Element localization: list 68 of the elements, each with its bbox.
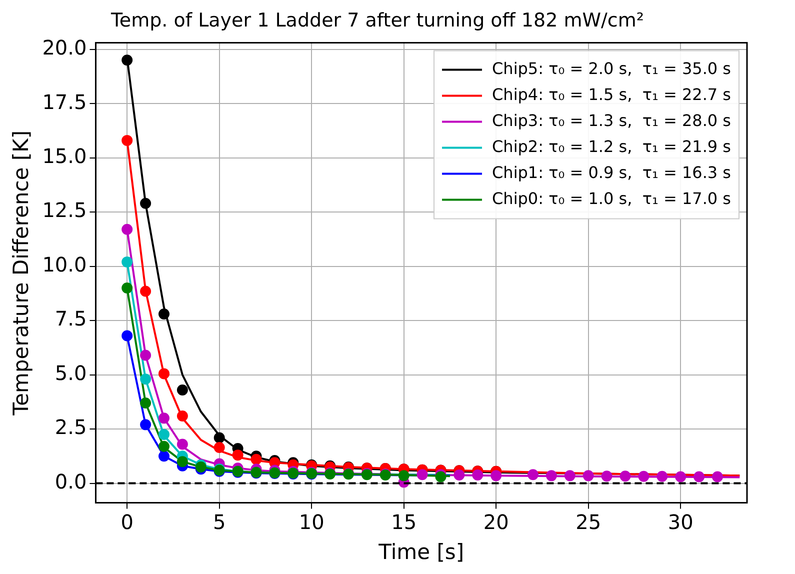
point	[454, 470, 465, 481]
point	[416, 469, 428, 480]
y-tick-label: 20.0	[42, 36, 87, 60]
point	[490, 470, 502, 482]
point	[638, 470, 650, 482]
legend-label: Chip5: τ₀ = 2.0 s, τ₁ = 35.0 s	[492, 58, 732, 78]
point	[546, 470, 557, 482]
point	[122, 54, 133, 66]
point	[176, 456, 188, 468]
point	[122, 282, 133, 294]
x-tick-label: 0	[120, 510, 134, 534]
point	[158, 368, 170, 380]
point	[140, 374, 152, 385]
chart-title: Temp. of Layer 1 Ladder 7 after turning off 182 mW/cm²	[110, 9, 644, 32]
point	[232, 450, 244, 461]
point	[620, 470, 631, 482]
point	[158, 412, 170, 424]
x-tick-label: 5	[212, 510, 226, 534]
x-tick-label: 30	[668, 510, 694, 534]
point	[195, 462, 206, 472]
y-tick-label: 10.0	[42, 252, 87, 276]
y-tick-label: 12.5	[42, 198, 87, 222]
y-tick-label: 15.0	[42, 144, 87, 168]
point	[158, 440, 170, 452]
point	[140, 286, 152, 297]
point	[158, 308, 170, 320]
point	[140, 350, 152, 361]
x-tick-label: 25	[576, 510, 602, 534]
legend-label: Chip0: τ₀ = 1.0 s, τ₁ = 17.0 s	[492, 188, 732, 208]
x-axis-title: Time [s]	[378, 540, 464, 564]
point	[582, 470, 594, 482]
point	[122, 224, 133, 235]
point	[122, 134, 133, 146]
point	[176, 438, 188, 450]
point	[527, 469, 538, 480]
point	[214, 432, 225, 444]
x-tick-label: 15	[391, 510, 417, 534]
point	[140, 198, 152, 209]
x-tick-label: 20	[483, 510, 509, 534]
legend-label: Chip3: τ₀ = 1.3 s, τ₁ = 28.0 s	[492, 110, 732, 130]
point	[250, 454, 262, 465]
x-tick-label: 10	[298, 510, 324, 534]
point	[472, 470, 484, 481]
point	[694, 471, 705, 482]
point	[675, 471, 686, 482]
point	[398, 470, 410, 482]
y-axis-title: Temperature Difference [K]	[9, 130, 34, 416]
point	[564, 470, 576, 482]
y-tick-label: 7.5	[54, 306, 87, 331]
point	[712, 471, 723, 482]
point	[158, 450, 170, 462]
point	[176, 410, 188, 422]
y-tick-label: 2.5	[54, 415, 87, 440]
point	[140, 397, 152, 408]
legend-label: Chip1: τ₀ = 0.9 s, τ₁ = 16.3 s	[492, 162, 732, 182]
point	[656, 470, 668, 482]
point	[214, 442, 225, 453]
point	[176, 384, 188, 396]
y-tick-label: 5.0	[54, 360, 87, 385]
legend-label: Chip2: τ₀ = 1.2 s, τ₁ = 21.9 s	[492, 136, 732, 156]
point	[122, 256, 133, 268]
point	[122, 330, 133, 342]
point	[158, 428, 170, 440]
point	[601, 470, 612, 482]
legend-label: Chip4: τ₀ = 1.5 s, τ₁ = 22.7 s	[492, 84, 732, 104]
y-tick-label: 0.0	[54, 469, 87, 494]
point	[140, 419, 152, 430]
y-tick-label: 17.5	[42, 90, 87, 114]
